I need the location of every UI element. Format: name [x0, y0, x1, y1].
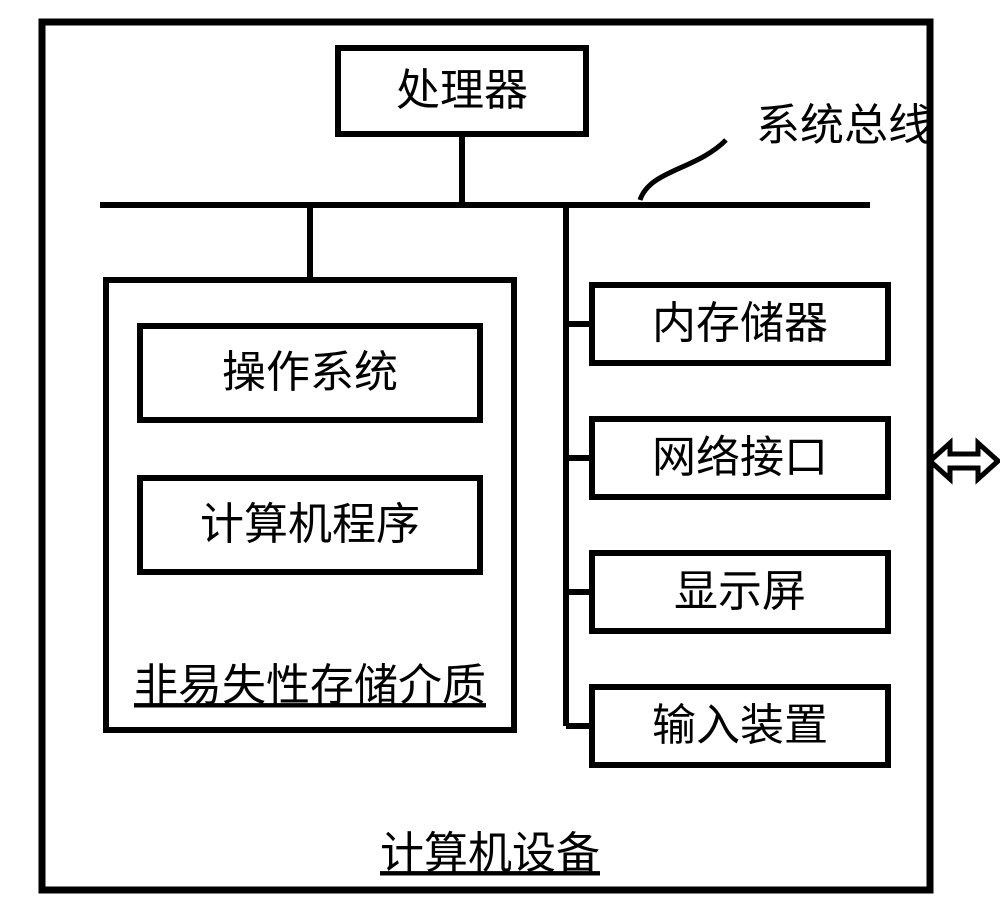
net-label: 网络接口 [652, 433, 828, 482]
input-label: 输入装置 [652, 701, 828, 750]
device-caption: 计算机设备 [380, 829, 600, 878]
processor-label: 处理器 [396, 66, 528, 115]
program-label: 计算机程序 [200, 500, 420, 549]
screen-label: 显示屏 [674, 567, 806, 616]
nvs-label: 非易失性存储介质 [134, 661, 486, 710]
ram-label: 内存储器 [652, 299, 828, 348]
os-label: 操作系统 [222, 348, 398, 397]
system-bus-label: 系统总线 [756, 101, 932, 150]
